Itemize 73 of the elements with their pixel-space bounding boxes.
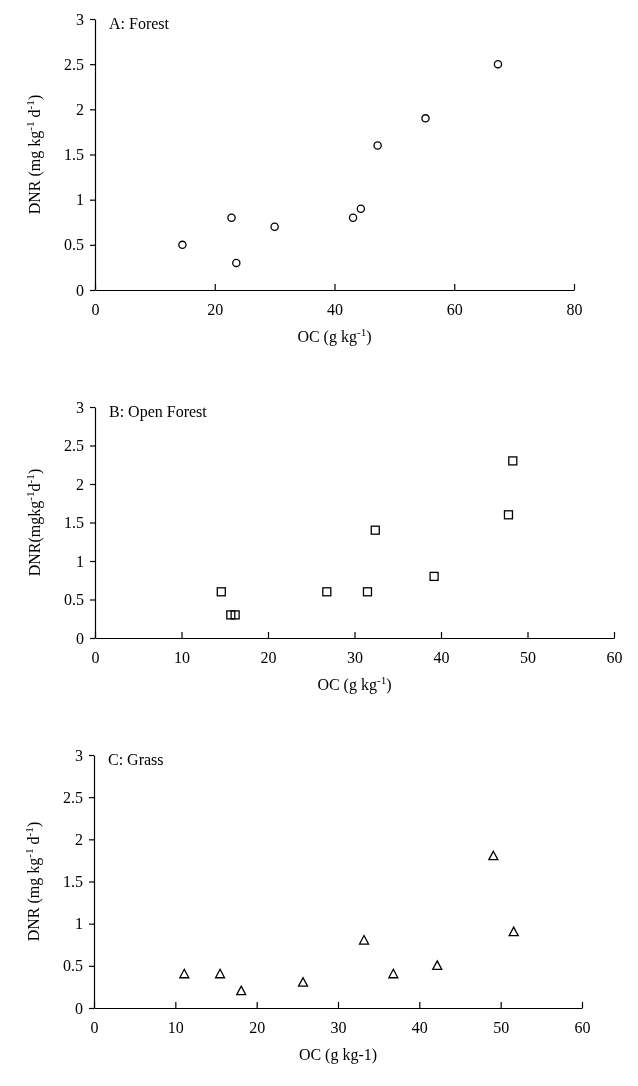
y-tick-label: 1.5 [64, 514, 84, 532]
x-tick-label: 60 [606, 649, 623, 667]
point [227, 213, 236, 222]
x-tick-label: 60 [446, 301, 463, 319]
y-tick-label: 0.5 [63, 957, 83, 975]
point [236, 985, 247, 996]
x-tick-label: 50 [520, 649, 536, 667]
x-tick-label: 20 [249, 1019, 266, 1037]
chart-title: A: Forest [109, 15, 170, 32]
x-tick-label: 10 [167, 1019, 184, 1037]
x-axis-title: OC (g kg$^{-1}$) [317, 674, 392, 694]
y-tick-label: 2.5 [64, 437, 84, 455]
y-tick-label: 0.5 [64, 236, 84, 254]
x-tick-label: 50 [493, 1019, 510, 1037]
x-tick-label: 40 [327, 301, 343, 319]
point [421, 114, 430, 123]
x-tick-label: 0 [91, 301, 100, 319]
point [178, 240, 187, 250]
point [270, 222, 279, 232]
point [348, 213, 358, 222]
x-tick-label: 40 [411, 1019, 428, 1037]
y-tick-label: 0 [75, 999, 83, 1017]
y-tick-label: 2 [75, 830, 83, 848]
y-tick-label: 0.5 [64, 591, 84, 609]
y-tick-label: 0 [76, 629, 84, 647]
y-tick-label: 2 [76, 475, 84, 493]
point [358, 934, 370, 945]
point [508, 456, 518, 466]
point [508, 926, 519, 937]
x-tick-label: 0 [90, 1019, 99, 1037]
point [493, 59, 503, 69]
point [488, 850, 499, 861]
y-tick-label: 1.5 [63, 873, 83, 891]
chart-title: C: Grass [108, 751, 164, 768]
point [388, 968, 399, 979]
y-tick-label: 0 [76, 281, 84, 299]
x-tick-label: 20 [207, 301, 224, 319]
point [356, 204, 366, 213]
point [362, 587, 373, 597]
point [503, 510, 514, 520]
y-tick-label: 1.5 [64, 146, 84, 164]
y-tick-label: 3 [75, 746, 83, 764]
x-tick-label: 40 [433, 649, 450, 667]
point [179, 968, 190, 979]
point [216, 587, 226, 597]
x-axis-title: OC (g kg-1) [298, 1046, 378, 1064]
x-tick-label: 10 [174, 649, 190, 667]
point [214, 968, 226, 979]
y-tick-label: 2.5 [63, 788, 83, 806]
point [370, 525, 380, 535]
y-tick-label: 2.5 [64, 55, 84, 73]
point [226, 610, 236, 620]
y-tick-label: 1 [76, 552, 84, 570]
point [429, 571, 439, 582]
y-tick-label: 3 [76, 398, 84, 416]
x-tick-label: 20 [260, 649, 277, 667]
point [432, 960, 443, 970]
y-tick-label: 3 [76, 10, 84, 28]
point [230, 610, 240, 620]
point [322, 587, 332, 597]
point [297, 977, 309, 987]
x-tick-label: 80 [566, 301, 583, 319]
point [373, 141, 382, 150]
y-tick-label: 2 [76, 100, 84, 118]
y-tick-label: 1 [75, 915, 83, 933]
x-tick-label: 60 [574, 1019, 591, 1037]
x-tick-label: 0 [91, 649, 100, 667]
x-tick-label: 30 [330, 1019, 347, 1037]
y-tick-label: 1 [76, 191, 84, 209]
x-tick-label: 30 [347, 649, 363, 667]
chart-title: B: Open Forest [109, 403, 208, 421]
point [232, 258, 241, 268]
x-axis-title: OC (g kg$^{-1}$) [297, 326, 372, 346]
